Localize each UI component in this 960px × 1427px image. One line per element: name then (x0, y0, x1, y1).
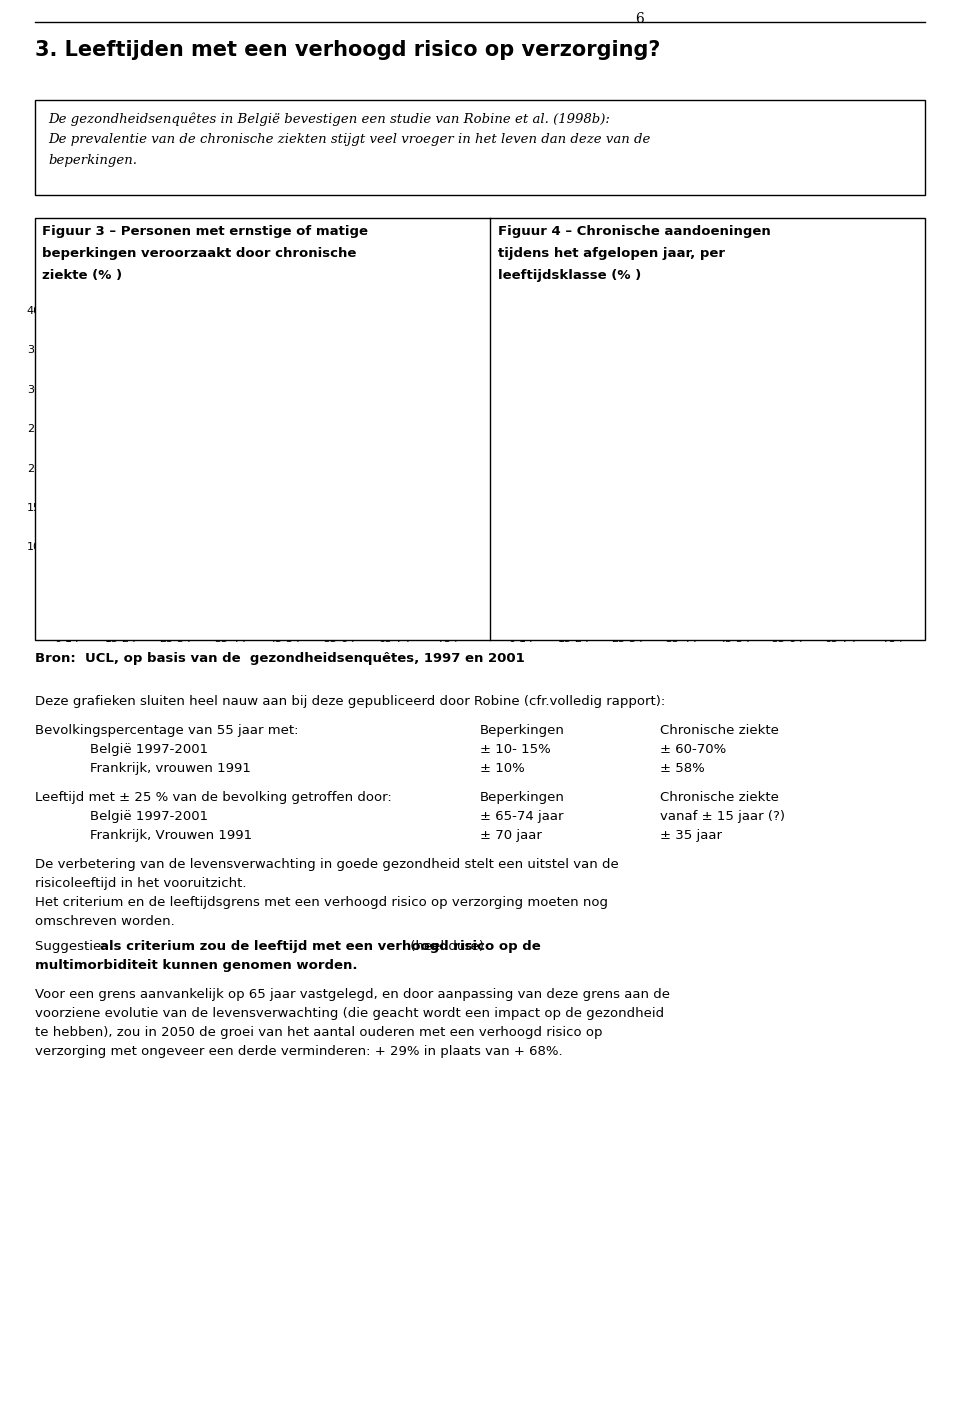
Text: tijdens het afgelopen jaar, per: tijdens het afgelopen jaar, per (498, 247, 725, 260)
Text: De verbetering van de levensverwachting in goede gezondheid stelt een uitstel va: De verbetering van de levensverwachting … (35, 858, 619, 870)
Legend: 1997 ernstige of matige, 2001 ernstige of matige: 1997 ernstige of matige, 2001 ernstige o… (56, 315, 235, 350)
Text: beperkingen veroorzaakt door chronische: beperkingen veroorzaakt door chronische (42, 247, 356, 260)
Text: ± 65-74 jaar: ± 65-74 jaar (480, 811, 564, 823)
Text: 6: 6 (636, 11, 644, 26)
Text: als criterium zou de leeftijd met een verhoogd risico op de: als criterium zou de leeftijd met een ve… (100, 940, 540, 953)
Text: vanaf ± 15 jaar (?): vanaf ± 15 jaar (?) (660, 811, 785, 823)
Text: multimorbiditeit kunnen genomen worden.: multimorbiditeit kunnen genomen worden. (35, 959, 357, 972)
Text: Bron:  UCL, op basis van de  gezondheidsenquêtes, 1997 en 2001: Bron: UCL, op basis van de gezondheidsen… (35, 652, 525, 665)
Text: Frankrijk, vrouwen 1991: Frankrijk, vrouwen 1991 (90, 762, 251, 775)
Text: verzorging met ongeveer een derde verminderen: + 29% in plaats van + 68%.: verzorging met ongeveer een derde vermin… (35, 1045, 563, 1057)
Text: 3. Leeftijden met een verhoogd risico op verzorging?: 3. Leeftijden met een verhoogd risico op… (35, 40, 660, 60)
Text: Het criterium en de leeftijdsgrens met een verhoogd risico op verzorging moeten : Het criterium en de leeftijdsgrens met e… (35, 896, 608, 909)
Text: België 1997-2001: België 1997-2001 (90, 811, 208, 823)
Text: België 1997-2001: België 1997-2001 (90, 743, 208, 756)
Text: Chronische ziekte: Chronische ziekte (660, 723, 779, 736)
Text: te hebben), zou in 2050 de groei van het aantal ouderen met een verhoogd risico : te hebben), zou in 2050 de groei van het… (35, 1026, 603, 1039)
Text: Figuur 4 – Chronische aandoeningen: Figuur 4 – Chronische aandoeningen (498, 225, 771, 238)
Text: leeftijdsklasse (% ): leeftijdsklasse (% ) (498, 270, 641, 283)
Text: (heel dure): (heel dure) (406, 940, 484, 953)
Text: Frankrijk, Vrouwen 1991: Frankrijk, Vrouwen 1991 (90, 829, 252, 842)
Text: ziekte (% ): ziekte (% ) (42, 270, 122, 283)
Text: Beperkingen: Beperkingen (480, 723, 564, 736)
Text: Beperkingen: Beperkingen (480, 791, 564, 803)
Text: Bevolkingspercentage van 55 jaar met:: Bevolkingspercentage van 55 jaar met: (35, 723, 299, 736)
Legend: 1997 Ten minste één, 2001 Ten minste één: 1997 Ten minste één, 2001 Ten minste één (511, 315, 673, 350)
Text: voorziene evolutie van de levensverwachting (die geacht wordt een impact op de g: voorziene evolutie van de levensverwacht… (35, 1007, 664, 1020)
Text: ± 35 jaar: ± 35 jaar (660, 829, 722, 842)
Text: Figuur 3 – Personen met ernstige of matige: Figuur 3 – Personen met ernstige of mati… (42, 225, 368, 238)
Text: beperkingen.: beperkingen. (48, 154, 137, 167)
Text: ± 60-70%: ± 60-70% (660, 743, 727, 756)
Text: ± 58%: ± 58% (660, 762, 705, 775)
Text: De gezondheidsenquêtes in België bevestigen een studie van Robine et al. (1998b): De gezondheidsenquêtes in België bevesti… (48, 111, 610, 126)
Text: Deze grafieken sluiten heel nauw aan bij deze gepubliceerd door Robine (cfr.voll: Deze grafieken sluiten heel nauw aan bij… (35, 695, 665, 708)
Text: risicoleeftijd in het vooruitzicht.: risicoleeftijd in het vooruitzicht. (35, 878, 247, 890)
Text: Leeftijd met ± 25 % van de bevolking getroffen door:: Leeftijd met ± 25 % van de bevolking get… (35, 791, 392, 803)
Text: ± 70 jaar: ± 70 jaar (480, 829, 541, 842)
Text: Voor een grens aanvankelijk op 65 jaar vastgelegd, en door aanpassing van deze g: Voor een grens aanvankelijk op 65 jaar v… (35, 987, 670, 1000)
Text: Suggestie:: Suggestie: (35, 940, 109, 953)
Text: ± 10%: ± 10% (480, 762, 525, 775)
Text: ± 10- 15%: ± 10- 15% (480, 743, 551, 756)
Text: De prevalentie van de chronische ziekten stijgt veel vroeger in het leven dan de: De prevalentie van de chronische ziekten… (48, 133, 650, 146)
Text: omschreven worden.: omschreven worden. (35, 915, 175, 928)
Text: Chronische ziekte: Chronische ziekte (660, 791, 779, 803)
